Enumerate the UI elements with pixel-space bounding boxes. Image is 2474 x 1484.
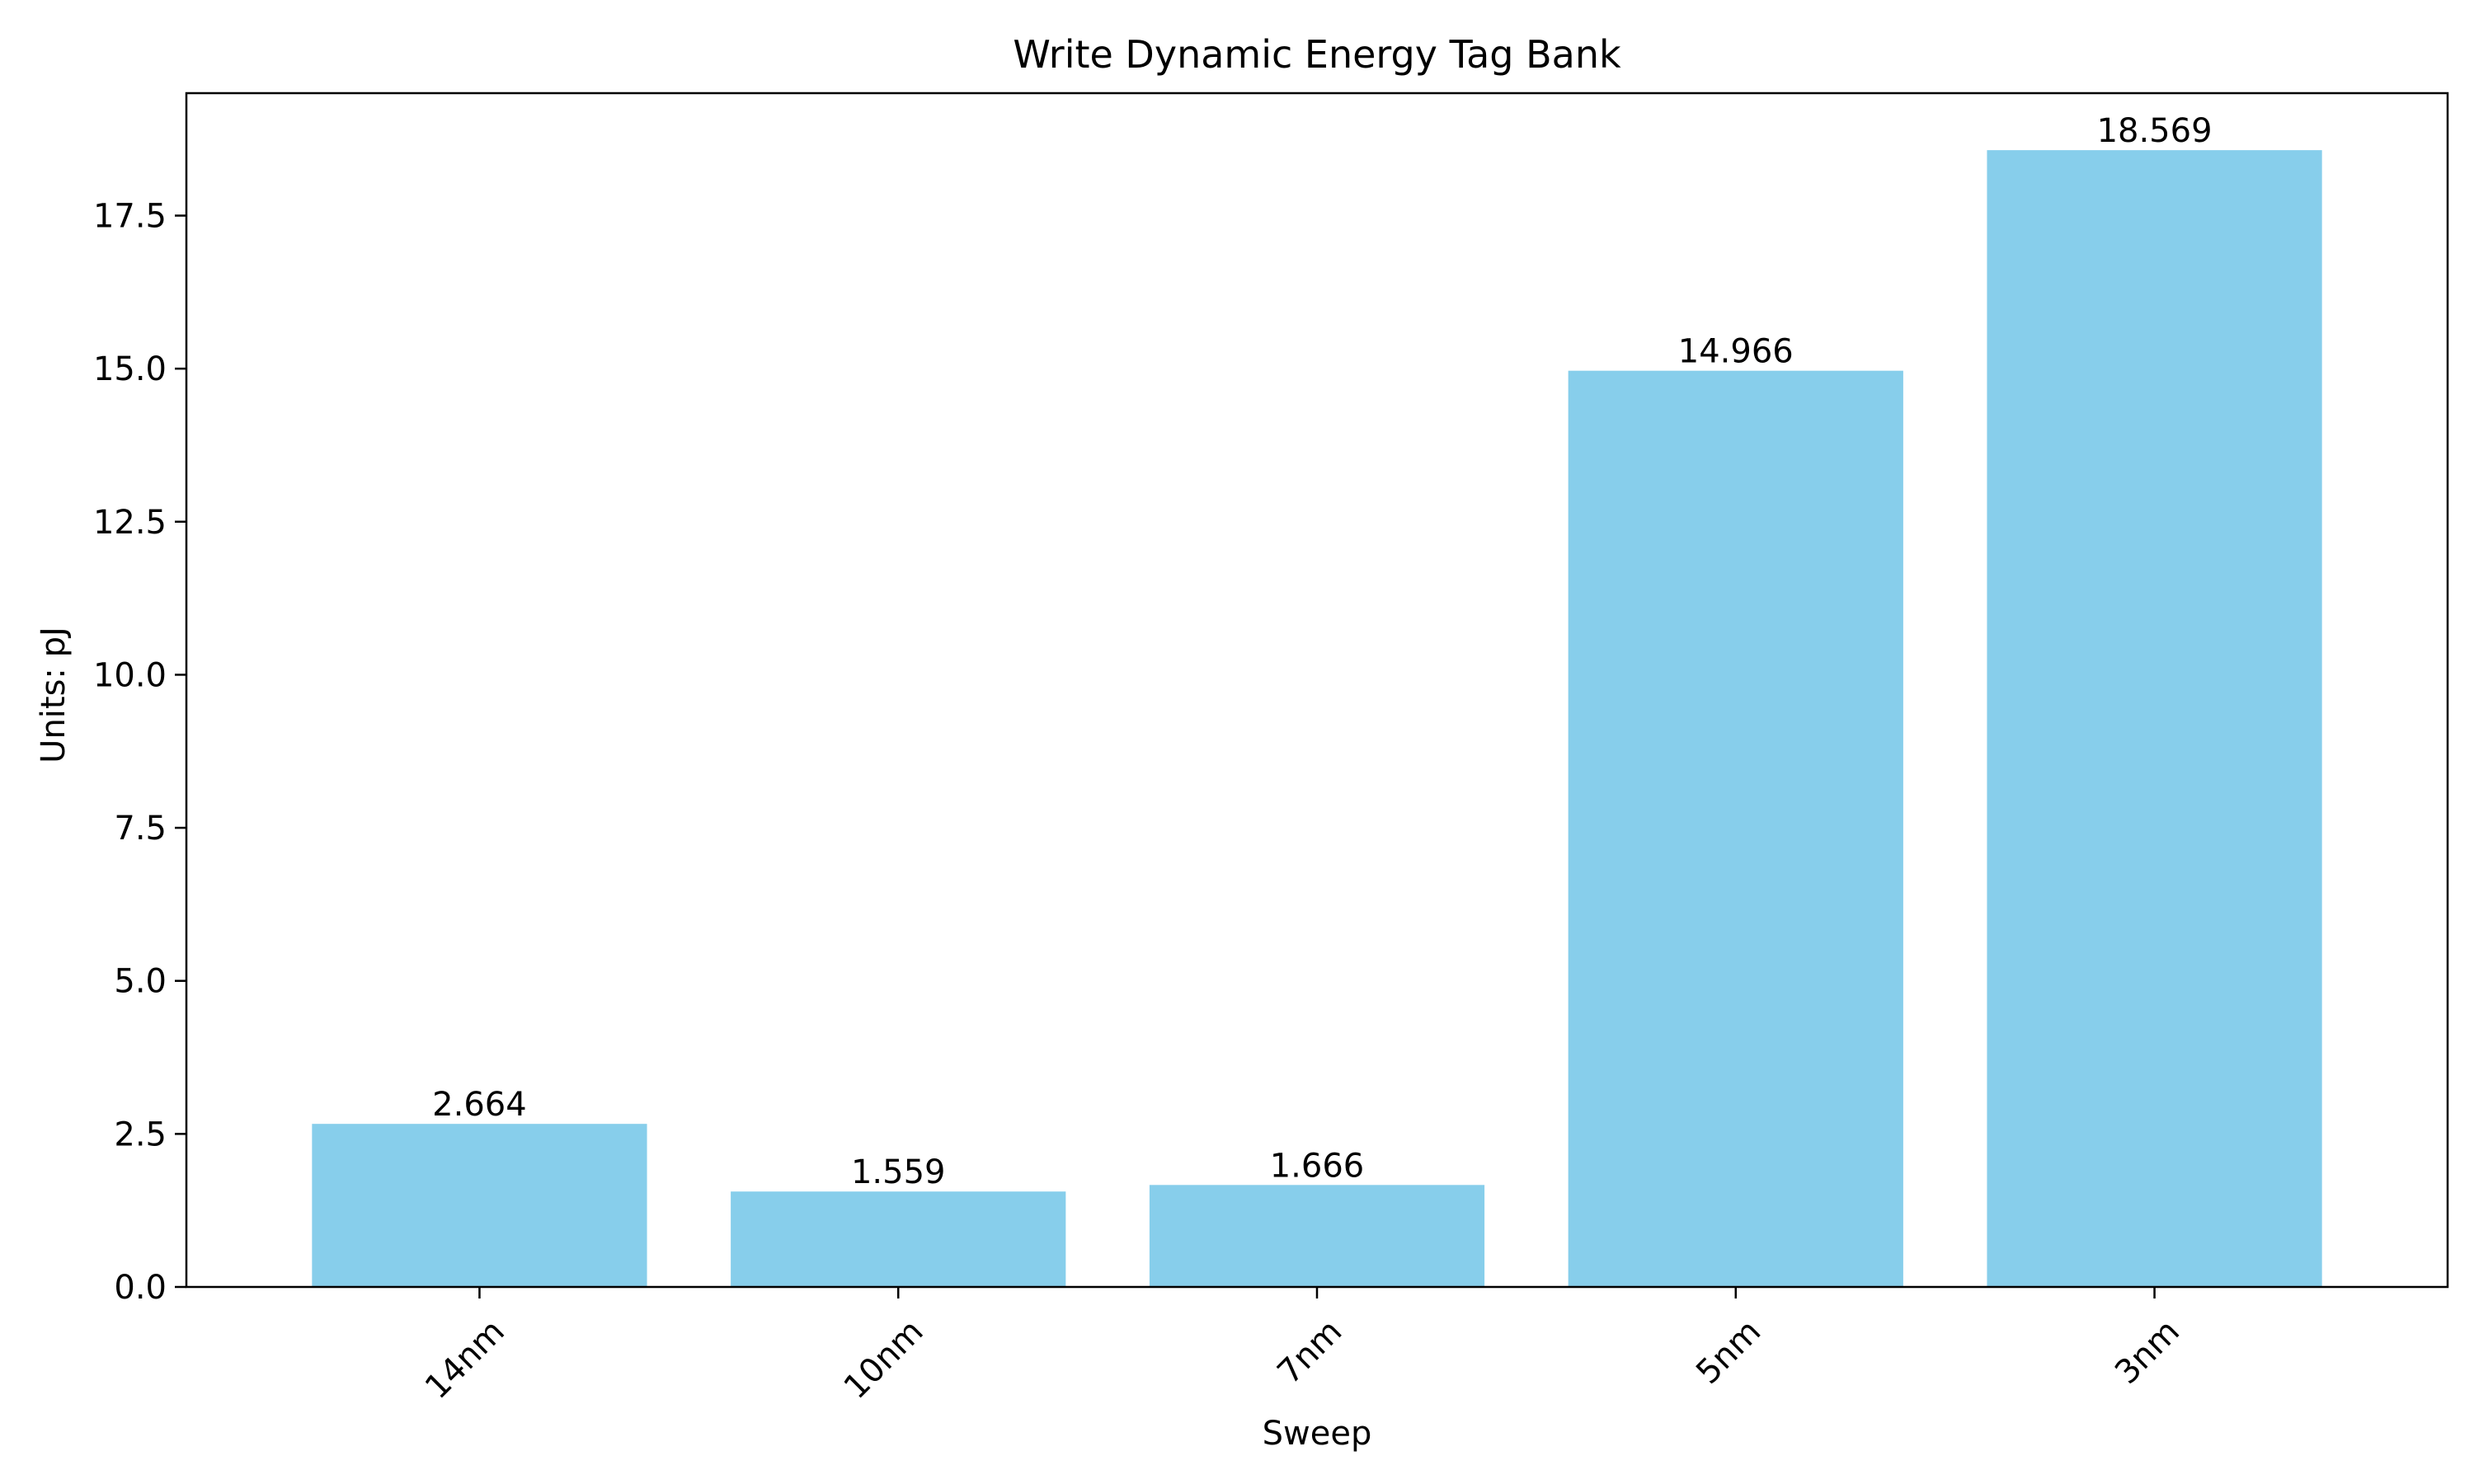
value-labels-group: 2.664 1.559 1.666 14.966 18.569 (432, 112, 2212, 1191)
y-tick-label: 15.0 (93, 350, 167, 388)
plot-frame (185, 92, 2449, 1289)
bar-5nm (1568, 370, 1903, 1287)
y-ticks-group: 0.0 2.5 5.0 7.5 10.0 12.5 15.0 17.5 (93, 198, 186, 1307)
bar-value-label: 1.666 (1270, 1147, 1365, 1185)
bar-10nm (731, 1191, 1066, 1287)
bar-14nm (312, 1124, 647, 1287)
bar-value-label: 1.559 (851, 1153, 946, 1191)
x-axis-label: Sweep (1263, 1415, 1372, 1453)
bar-value-label: 14.966 (1678, 333, 1794, 371)
y-tick-label: 12.5 (93, 504, 167, 542)
y-tick-label: 7.5 (114, 810, 167, 848)
bar-value-label: 2.664 (432, 1086, 527, 1124)
y-tick-label: 17.5 (93, 198, 167, 236)
bar-value-label: 18.569 (2097, 112, 2213, 150)
y-tick-label: 2.5 (114, 1115, 167, 1153)
bars-group (312, 150, 2322, 1288)
chart-title: Write Dynamic Energy Tag Bank (1013, 32, 1621, 77)
bar-7nm (1149, 1185, 1485, 1287)
y-tick-label: 0.0 (114, 1269, 167, 1307)
y-tick-label: 5.0 (114, 963, 167, 1001)
bar-3nm (1987, 150, 2322, 1288)
y-axis-label: Units: pJ (35, 627, 73, 763)
y-tick-label: 10.0 (93, 656, 167, 694)
